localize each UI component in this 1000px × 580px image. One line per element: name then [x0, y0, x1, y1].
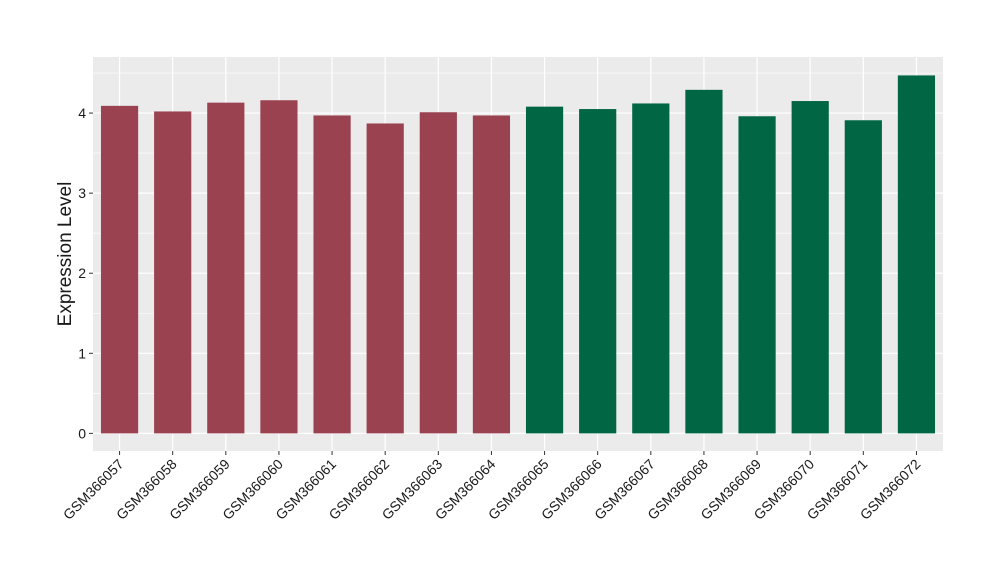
- bar: [525, 106, 564, 434]
- bar: [685, 89, 723, 434]
- y-tick-label: 3: [78, 185, 86, 201]
- bar: [897, 75, 936, 434]
- bar: [260, 100, 298, 434]
- bar: [419, 112, 457, 434]
- bar: [738, 116, 776, 434]
- bar: [313, 115, 351, 434]
- y-tick-label: 1: [78, 345, 86, 361]
- y-axis: 0 1 2 3 4: [78, 105, 93, 441]
- bar: [844, 120, 882, 434]
- bar: [154, 111, 192, 434]
- bar: [632, 103, 670, 434]
- bars: [100, 75, 936, 434]
- y-axis-title: Expression Level: [55, 182, 76, 327]
- bar: [472, 115, 511, 434]
- bar: [366, 123, 404, 434]
- y-tick-label: 0: [78, 425, 86, 441]
- y-tick-label: 4: [78, 105, 86, 121]
- bar: [579, 109, 617, 434]
- x-axis: GSM366057GSM366058GSM366059GSM366060GSM3…: [60, 451, 924, 523]
- bar: [207, 102, 245, 434]
- bar: [791, 101, 829, 434]
- y-tick-label: 2: [78, 265, 86, 281]
- bar: [100, 105, 139, 434]
